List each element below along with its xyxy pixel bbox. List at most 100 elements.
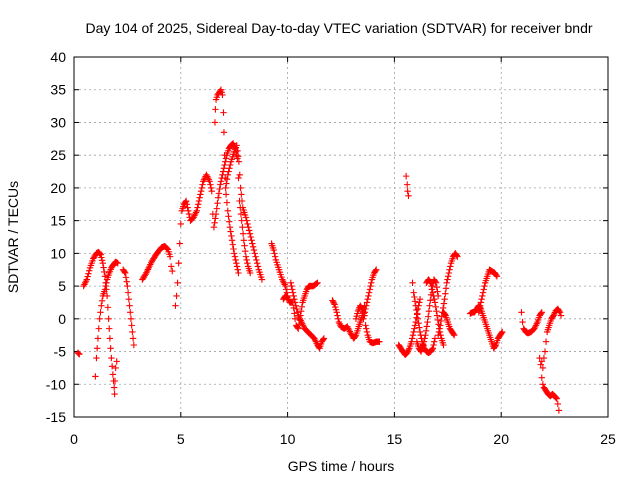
data-point (367, 282, 374, 290)
data-point (217, 178, 225, 185)
data-point (423, 323, 430, 330)
data-point (243, 217, 250, 224)
data-point (334, 312, 341, 319)
data-point (199, 181, 206, 188)
data-point (122, 274, 130, 281)
data-point (433, 307, 440, 315)
data-point (94, 335, 102, 342)
data-point (223, 175, 231, 183)
data-point (219, 168, 227, 175)
data-point (554, 400, 562, 408)
data-point (441, 311, 449, 318)
x-tick-label: 10 (280, 431, 296, 447)
data-point (270, 246, 277, 254)
data-point (113, 358, 120, 365)
data-point (220, 129, 228, 136)
data-point (106, 335, 114, 342)
data-point (451, 331, 458, 339)
y-tick-label: 30 (50, 114, 66, 130)
data-point (74, 349, 82, 357)
data-point (221, 151, 228, 159)
data-point (242, 247, 249, 255)
data-point (437, 322, 444, 329)
data-point (85, 270, 92, 277)
data-point (335, 318, 343, 326)
data-point (429, 289, 437, 296)
data-point (416, 295, 424, 303)
x-tick-label: 5 (177, 431, 185, 447)
data-point (432, 303, 439, 311)
data-point (477, 299, 485, 306)
data-point (479, 292, 486, 300)
y-tick-label: 10 (50, 245, 66, 261)
y-tick-label: -10 (46, 376, 66, 392)
data-point (436, 325, 443, 332)
y-tick-label: -15 (46, 409, 66, 425)
data-point (107, 345, 114, 352)
data-point (518, 309, 525, 316)
data-point (408, 338, 415, 345)
data-point (271, 250, 278, 257)
data-point (430, 341, 437, 349)
data-point (297, 307, 305, 315)
data-point (556, 307, 563, 315)
data-point (97, 309, 104, 316)
data-point (108, 363, 116, 370)
data-point (315, 343, 323, 351)
data-point (552, 394, 560, 401)
data-point (195, 201, 202, 208)
data-point (207, 181, 214, 188)
data-point (222, 184, 229, 192)
y-tick-label: 40 (50, 49, 66, 65)
data-point (314, 279, 321, 287)
data-point (292, 302, 300, 309)
data-point (478, 295, 485, 303)
data-point (245, 227, 253, 234)
data-point (431, 338, 438, 345)
data-point (93, 345, 101, 352)
data-point (450, 330, 457, 338)
data-point (96, 250, 104, 257)
data-point (555, 407, 563, 414)
data-point (411, 293, 418, 301)
data-point (128, 322, 135, 329)
data-point (254, 263, 262, 270)
x-tick-label: 0 (70, 431, 78, 447)
data-point (232, 256, 239, 264)
data-point (101, 286, 109, 293)
data-point (433, 283, 440, 291)
data-point (226, 223, 234, 231)
data-point (476, 305, 483, 313)
data-point (358, 304, 365, 312)
data-point (238, 191, 245, 198)
data-point (126, 302, 133, 309)
data-point (86, 267, 93, 274)
data-point (223, 180, 230, 187)
data-point (242, 253, 250, 260)
y-tick-label: 15 (50, 213, 66, 229)
data-point (163, 245, 171, 252)
data-point (169, 267, 176, 275)
data-point (427, 297, 434, 304)
data-point (225, 168, 232, 175)
data-point (101, 273, 109, 280)
data-point (225, 213, 232, 220)
data-point (336, 320, 343, 327)
y-tick-label: 35 (50, 82, 66, 98)
data-point (213, 205, 220, 212)
data-point (210, 223, 218, 231)
data-point (195, 197, 203, 205)
data-point (538, 374, 545, 381)
data-point (360, 315, 367, 323)
data-point (422, 327, 430, 335)
data-point (294, 324, 301, 331)
data-point (185, 210, 193, 218)
data-point (416, 328, 424, 336)
data-point (424, 318, 431, 326)
data-point (427, 279, 434, 287)
data-point (363, 328, 371, 336)
data-point (197, 187, 205, 195)
data-point (475, 309, 482, 316)
data-point (363, 325, 370, 332)
data-point (98, 302, 105, 309)
